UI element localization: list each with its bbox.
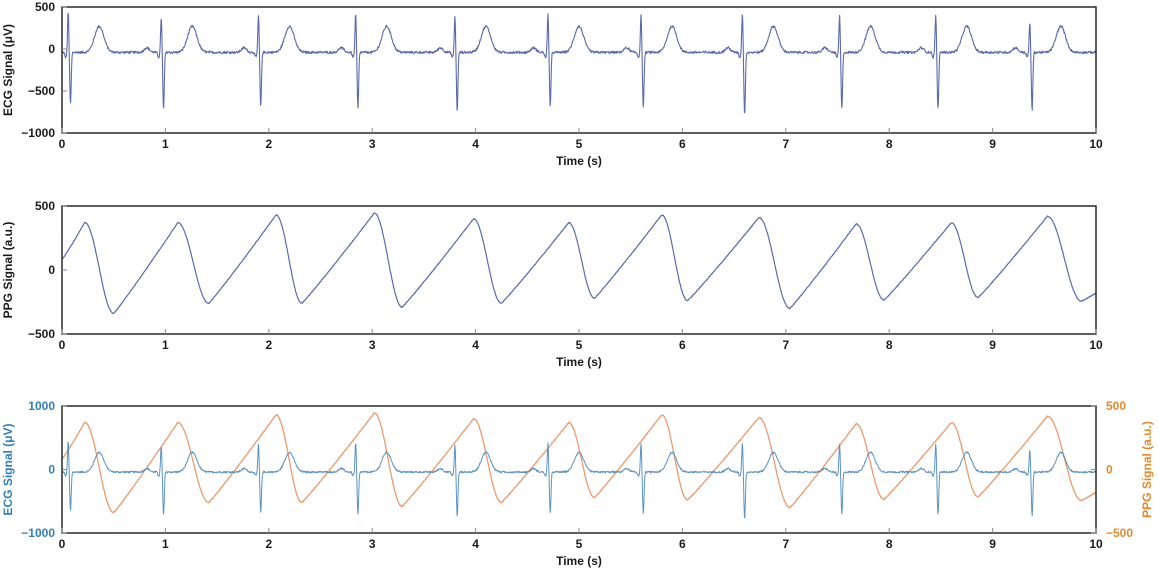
y-tick-label: 500 [1106,399,1126,413]
ecg-combined-series-line [61,441,1097,519]
x-axis-title: Time (s) [556,154,602,168]
x-tick-label: 9 [989,338,996,352]
y-tick-label: −500 [1106,526,1133,540]
ppg-plot-frame [61,205,1097,335]
x-tick-label: 7 [782,537,789,551]
x-tick-label: 2 [265,537,272,551]
y-axis-title: ECG Signal (μV) [1,423,15,515]
y-tick-label: 500 [35,199,55,213]
y-axis-title-right: PPG Signal (a.u.) [1140,421,1154,518]
x-tick-label: 8 [886,537,893,551]
combined-plot-frame [61,405,1097,534]
y-tick-label: 0 [1106,463,1113,477]
y-tick-label: 0 [48,463,55,477]
y-tick-label: 0 [48,42,55,56]
x-tick-label: 1 [162,537,169,551]
x-tick-label: 10 [1089,338,1103,352]
x-axis-title: Time (s) [556,554,602,568]
x-tick-label: 2 [265,338,272,352]
x-tick-label: 0 [59,537,66,551]
y-tick-label: 1000 [28,399,55,413]
x-tick-label: 9 [989,137,996,151]
x-tick-label: 8 [886,338,893,352]
x-tick-label: 2 [265,137,272,151]
x-tick-label: 6 [679,537,686,551]
y-axis-title: ECG Signal (μV) [1,24,15,116]
x-tick-label: 5 [576,137,583,151]
x-axis-title: Time (s) [556,355,602,369]
y-tick-label: 0 [48,263,55,277]
x-tick-label: 8 [886,137,893,151]
x-tick-label: 5 [576,338,583,352]
y-tick-label: −500 [28,84,55,98]
ecg-series-line [61,12,1097,114]
ppg-combined-series-line [61,412,1097,514]
x-tick-label: 0 [59,338,66,352]
y-tick-label: −1000 [21,526,55,540]
x-tick-label: 10 [1089,537,1103,551]
x-tick-label: 7 [782,137,789,151]
x-tick-label: 3 [369,338,376,352]
x-tick-label: 6 [679,338,686,352]
ppg-series-line [61,212,1097,314]
x-tick-label: 1 [162,137,169,151]
x-tick-label: 6 [679,137,686,151]
x-tick-label: 4 [472,137,479,151]
x-tick-label: 0 [59,137,66,151]
x-tick-label: 10 [1089,137,1103,151]
x-tick-label: 1 [162,338,169,352]
y-tick-label: −1000 [21,126,55,140]
x-tick-label: 3 [369,537,376,551]
x-tick-label: 7 [782,338,789,352]
x-tick-label: 5 [576,537,583,551]
x-tick-label: 4 [472,537,479,551]
x-tick-label: 9 [989,537,996,551]
y-tick-label: −500 [28,327,55,341]
x-tick-label: 3 [369,137,376,151]
x-tick-label: 4 [472,338,479,352]
y-tick-label: 500 [35,0,55,14]
y-axis-title: PPG Signal (a.u.) [1,222,15,319]
